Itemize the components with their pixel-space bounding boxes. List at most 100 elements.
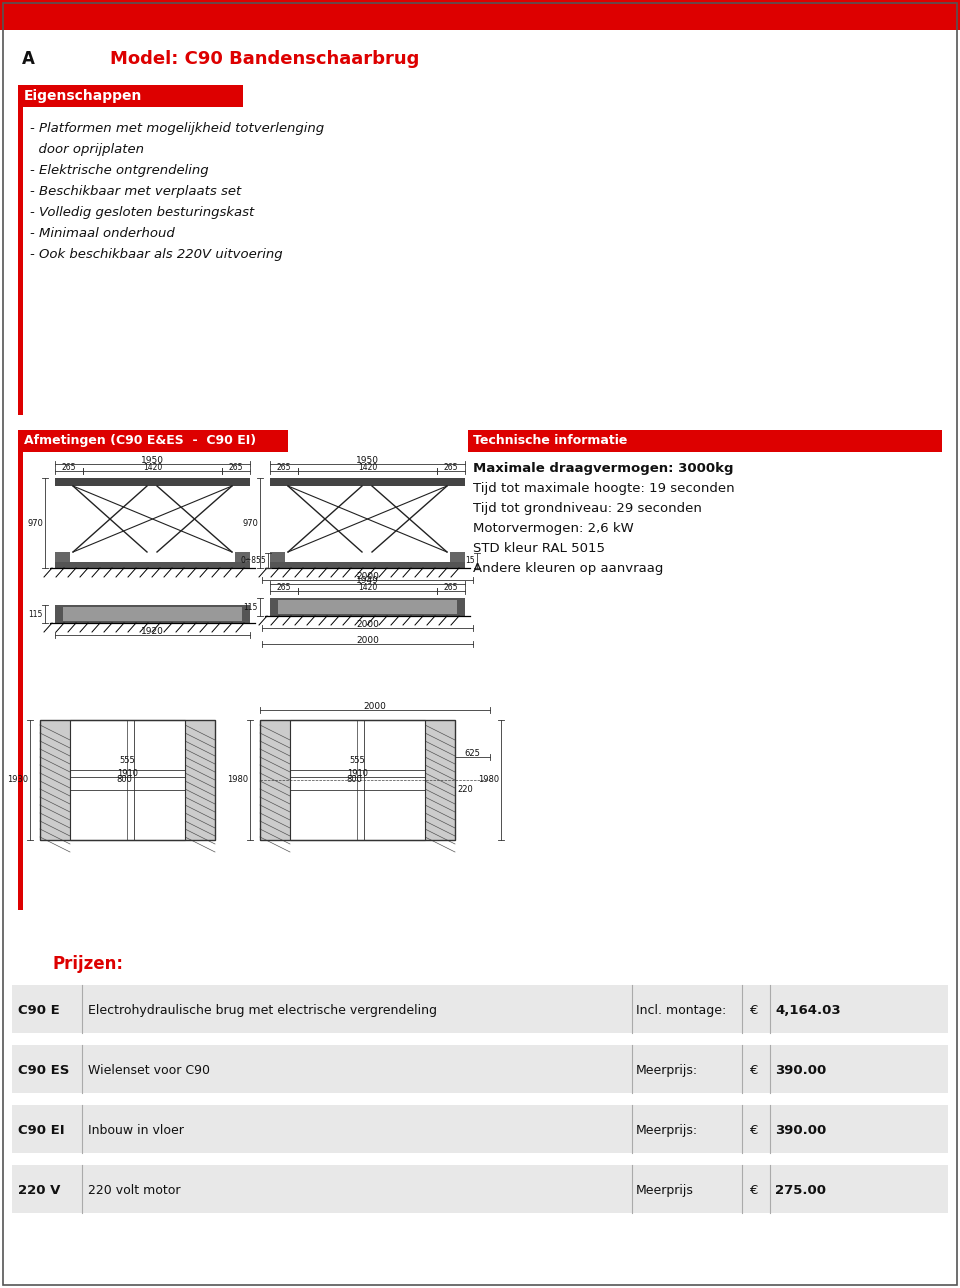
Bar (425, 720, 455, 840)
Bar (260, 720, 290, 840)
Text: 0÷855: 0÷855 (240, 556, 266, 565)
Bar (270, 553, 285, 562)
Text: 2000: 2000 (356, 636, 379, 645)
Text: Inbouw in vloer: Inbouw in vloer (88, 1124, 184, 1137)
Text: 2000: 2000 (356, 620, 379, 629)
Text: 1420: 1420 (358, 583, 377, 592)
Bar (12, 1045, 948, 1094)
Bar (425, 720, 455, 840)
Bar (185, 720, 215, 840)
Text: - Platformen met mogelijkheid totverlenging: - Platformen met mogelijkheid totverleng… (30, 122, 324, 135)
Text: 265: 265 (276, 583, 291, 592)
Text: Eigenschappen: Eigenschappen (24, 89, 142, 103)
Text: 1980: 1980 (478, 775, 499, 784)
Text: Model: C90 Bandenschaarbrug: Model: C90 Bandenschaarbrug (110, 50, 420, 68)
Text: C90 EI: C90 EI (18, 1124, 64, 1137)
Bar (18, 430, 288, 452)
Bar (270, 478, 465, 486)
Text: 220 V: 220 V (18, 1184, 60, 1197)
Text: Tijd tot grondniveau: 29 seconden: Tijd tot grondniveau: 29 seconden (473, 502, 702, 515)
Bar (450, 553, 465, 562)
Text: 265: 265 (228, 462, 243, 471)
Text: 265: 265 (444, 583, 458, 592)
Bar (270, 598, 465, 616)
Text: Meerprijs:: Meerprijs: (636, 1064, 698, 1077)
Text: 2000: 2000 (364, 702, 387, 711)
Text: 390.00: 390.00 (775, 1064, 827, 1077)
Text: - Volledig gesloten besturingskast: - Volledig gesloten besturingskast (30, 206, 254, 219)
Bar (18, 85, 243, 107)
Bar (55, 553, 70, 562)
Text: door oprijplaten: door oprijplaten (30, 143, 144, 156)
Bar (235, 553, 250, 562)
Text: 4,164.03: 4,164.03 (775, 1005, 841, 1018)
Text: - Elektrische ontgrendeling: - Elektrische ontgrendeling (30, 164, 208, 176)
Text: Motorvermogen: 2,6 kW: Motorvermogen: 2,6 kW (473, 522, 634, 535)
Bar (40, 720, 215, 840)
Bar (290, 720, 425, 840)
Text: 220 volt motor: 220 volt motor (88, 1184, 180, 1197)
Text: 265: 265 (61, 462, 76, 471)
Text: Meerprijs: Meerprijs (636, 1184, 694, 1197)
Text: A: A (22, 50, 35, 68)
Bar (70, 720, 185, 840)
Bar (185, 720, 215, 840)
Text: Electrohydraulische brug met electrische vergrendeling: Electrohydraulische brug met electrische… (88, 1005, 437, 1018)
Bar (18, 85, 23, 415)
Text: 800: 800 (347, 775, 362, 784)
Text: Tijd tot maximale hoogte: 19 seconden: Tijd tot maximale hoogte: 19 seconden (473, 482, 734, 495)
Text: 115: 115 (29, 609, 43, 618)
Bar (40, 720, 70, 840)
Text: 1: 1 (12, 4, 22, 19)
Text: 1950: 1950 (141, 456, 164, 465)
Text: 800: 800 (116, 775, 132, 784)
Text: 1910: 1910 (347, 769, 368, 778)
Text: Wielenset voor C90: Wielenset voor C90 (88, 1064, 210, 1077)
Text: €: € (750, 1005, 758, 1018)
Text: 1920: 1920 (141, 627, 164, 636)
Bar (260, 720, 290, 840)
Text: 555: 555 (119, 756, 134, 765)
Bar (12, 1105, 948, 1153)
Bar (55, 562, 250, 568)
Text: 1980: 1980 (227, 775, 248, 784)
Text: 1949: 1949 (356, 576, 379, 585)
Bar (260, 720, 455, 840)
Text: C90 ES: C90 ES (18, 1064, 69, 1077)
Text: - Minimaal onderhoud: - Minimaal onderhoud (30, 227, 175, 240)
Text: 1930: 1930 (7, 775, 28, 784)
Text: 15: 15 (466, 556, 475, 565)
Bar (468, 430, 942, 452)
Text: 220: 220 (457, 784, 473, 793)
Bar (12, 985, 948, 1033)
Bar (270, 562, 465, 568)
Text: 1420: 1420 (143, 462, 162, 471)
Text: 970: 970 (242, 519, 258, 528)
Text: C90 E: C90 E (18, 1005, 60, 1018)
Text: €: € (750, 1064, 758, 1077)
Bar (55, 605, 250, 623)
Text: Prijzen:: Prijzen: (52, 954, 123, 972)
Text: Technische informatie: Technische informatie (473, 434, 628, 447)
Text: Incl. montage:: Incl. montage: (636, 1005, 727, 1018)
Text: 2000: 2000 (356, 572, 379, 581)
Bar (55, 478, 250, 486)
Text: €: € (750, 1184, 758, 1197)
Text: - Beschikbaar met verplaats set: - Beschikbaar met verplaats set (30, 185, 241, 198)
Bar (278, 600, 457, 614)
Bar (0, 0, 960, 30)
Text: 265: 265 (276, 462, 291, 471)
Text: 390.00: 390.00 (775, 1124, 827, 1137)
Text: 625: 625 (465, 750, 480, 759)
Text: STD kleur RAL 5015: STD kleur RAL 5015 (473, 542, 605, 555)
Text: 275.00: 275.00 (775, 1184, 826, 1197)
Text: €: € (750, 1124, 758, 1137)
Text: Maximale draagvermogen: 3000kg: Maximale draagvermogen: 3000kg (473, 462, 733, 475)
Text: Meerprijs:: Meerprijs: (636, 1124, 698, 1137)
Bar (12, 1166, 948, 1213)
Bar (40, 720, 70, 840)
Text: 1950: 1950 (356, 456, 379, 465)
Text: 555: 555 (349, 756, 365, 765)
Bar (63, 607, 242, 621)
Text: 1420: 1420 (358, 462, 377, 471)
